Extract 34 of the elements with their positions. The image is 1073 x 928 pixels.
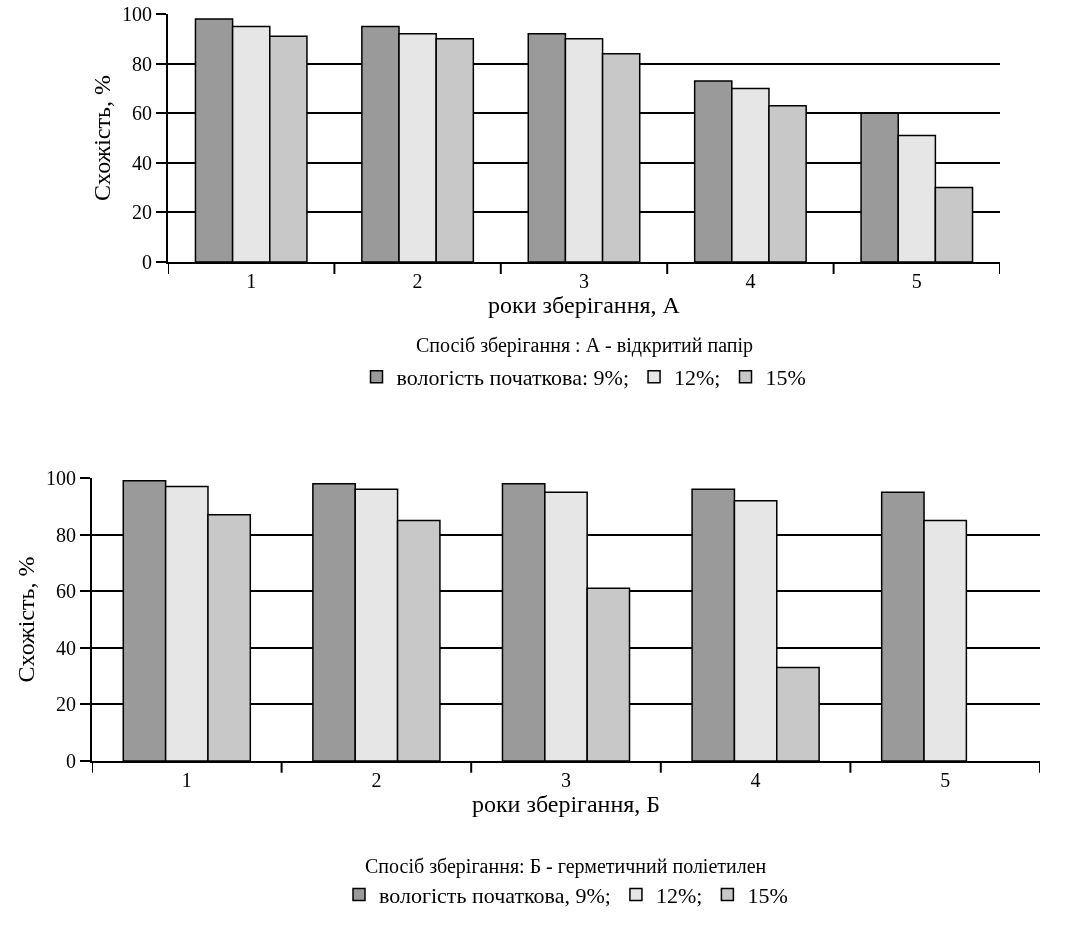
y-axis-title: Схожість, % xyxy=(88,75,115,201)
legend-label: 15% xyxy=(765,365,806,391)
y-tick-label: 60 xyxy=(56,580,76,603)
x-axis-title: роки зберігання, Б xyxy=(471,791,661,817)
legend-label: 15% xyxy=(747,883,788,909)
y-tick-label: 0 xyxy=(66,750,76,772)
legend-label: 12%; xyxy=(655,883,703,909)
y-tick-label: 20 xyxy=(56,693,76,716)
y-tick-label: 80 xyxy=(56,523,76,546)
y-tick-label: 80 xyxy=(132,52,152,75)
x-tick-label: 2 xyxy=(412,270,423,292)
x-axis-title: роки зберігання, А xyxy=(488,292,681,318)
x-tick-label: 5 xyxy=(911,270,922,292)
legend-label: 12%; xyxy=(674,365,721,391)
y-tick-label: 100 xyxy=(46,467,76,489)
legend-label: вологість початкова: 9%; xyxy=(396,365,630,391)
x-tick-label: 4 xyxy=(750,769,761,791)
x-tick-label: 1 xyxy=(246,270,257,292)
y-tick-label: 60 xyxy=(132,102,152,125)
text: Спосіб зберігання : А - відкритий папір xyxy=(416,334,754,357)
x-tick-label: 4 xyxy=(745,270,756,292)
y-tick-label: 40 xyxy=(56,636,76,659)
y-tick-label: 20 xyxy=(132,201,152,224)
x-tick-label: 1 xyxy=(181,769,192,791)
legend-label: вологість початкова, 9%; xyxy=(379,883,611,909)
text: Спосіб зберігання: Б - герметичний поліетилен xyxy=(365,855,767,878)
x-tick-label: 3 xyxy=(579,270,589,292)
y-tick-label: 40 xyxy=(132,151,152,174)
x-tick-label: 5 xyxy=(940,769,951,791)
y-axis-title: Схожість, % xyxy=(12,556,39,683)
y-tick-label: 0 xyxy=(142,251,152,273)
x-tick-label: 3 xyxy=(561,769,571,791)
x-tick-label: 2 xyxy=(371,769,382,791)
y-tick-label: 100 xyxy=(122,3,152,25)
